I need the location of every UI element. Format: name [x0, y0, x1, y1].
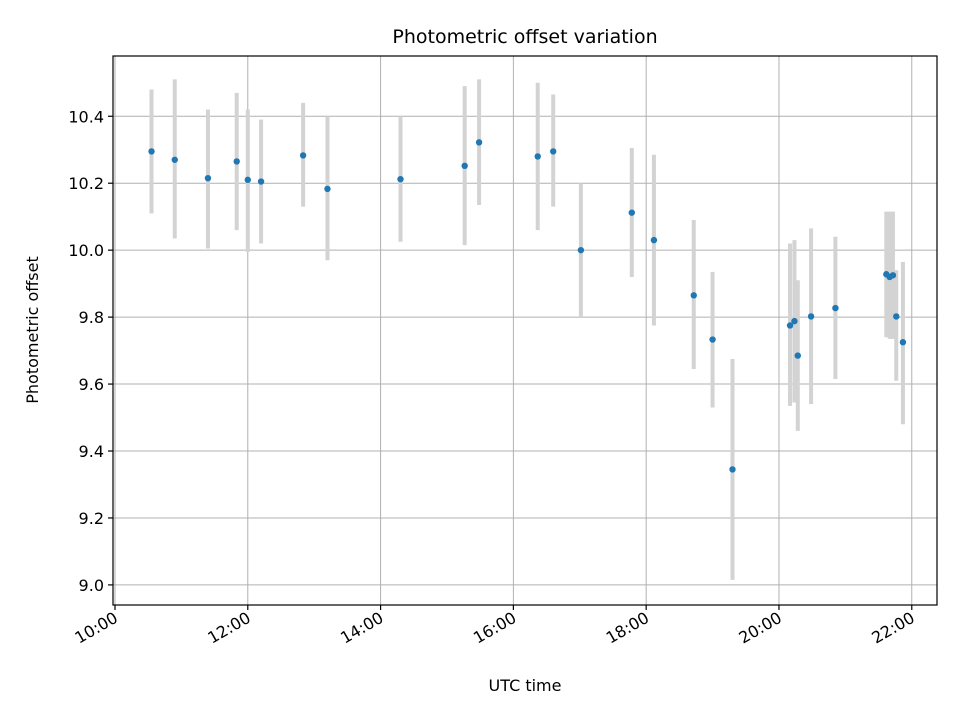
x-tick-label: 18:00: [603, 608, 652, 648]
y-tick-label: 10.4: [68, 107, 104, 126]
data-point: [729, 466, 736, 473]
x-tick-label: 12:00: [204, 608, 253, 648]
errorbar-layer: [149, 79, 905, 580]
x-tick-label: 14:00: [337, 608, 386, 648]
x-tick-label: 22:00: [868, 608, 917, 648]
y-axis-label: Photometric offset: [23, 256, 42, 404]
grid-layer: [113, 56, 937, 605]
data-point: [628, 209, 635, 216]
data-point: [899, 339, 907, 346]
chart-title: Photometric offset variation: [392, 26, 657, 48]
x-tick-label: 20:00: [736, 608, 785, 648]
data-point: [244, 176, 251, 184]
y-tick-label: 9.8: [79, 308, 104, 327]
data-point: [690, 292, 697, 299]
y-tick-label: 9.4: [79, 442, 104, 461]
data-point: [148, 148, 155, 155]
data-point: [794, 352, 801, 359]
data-point: [893, 313, 900, 320]
data-point: [324, 185, 331, 193]
data-point: [650, 236, 658, 244]
y-tick-label: 10.2: [68, 174, 104, 193]
data-point: [534, 153, 541, 160]
data-point: [171, 156, 178, 163]
data-point: [204, 174, 212, 182]
data-point: [832, 304, 839, 312]
data-point: [550, 148, 557, 155]
data-point: [233, 158, 240, 165]
data-point: [299, 152, 307, 159]
data-point: [807, 313, 815, 320]
x-axis-label: UTC time: [489, 676, 562, 695]
y-tick-label: 9.2: [79, 509, 104, 528]
data-point: [577, 246, 585, 254]
data-point: [257, 178, 265, 185]
y-tick-label: 9.0: [79, 576, 104, 595]
x-tick-label: 10:00: [72, 608, 121, 648]
data-point: [786, 322, 794, 329]
plot-frame: [112, 55, 938, 606]
data-point: [709, 336, 716, 343]
data-point: [475, 139, 483, 146]
data-point: [889, 272, 897, 279]
point-layer: [148, 139, 907, 473]
data-point: [791, 317, 798, 325]
data-point: [397, 175, 404, 183]
y-tick-label: 9.6: [79, 375, 104, 394]
x-tick-label: 16:00: [470, 608, 519, 648]
data-point: [461, 162, 468, 169]
y-tick-label: 10.0: [68, 241, 104, 260]
